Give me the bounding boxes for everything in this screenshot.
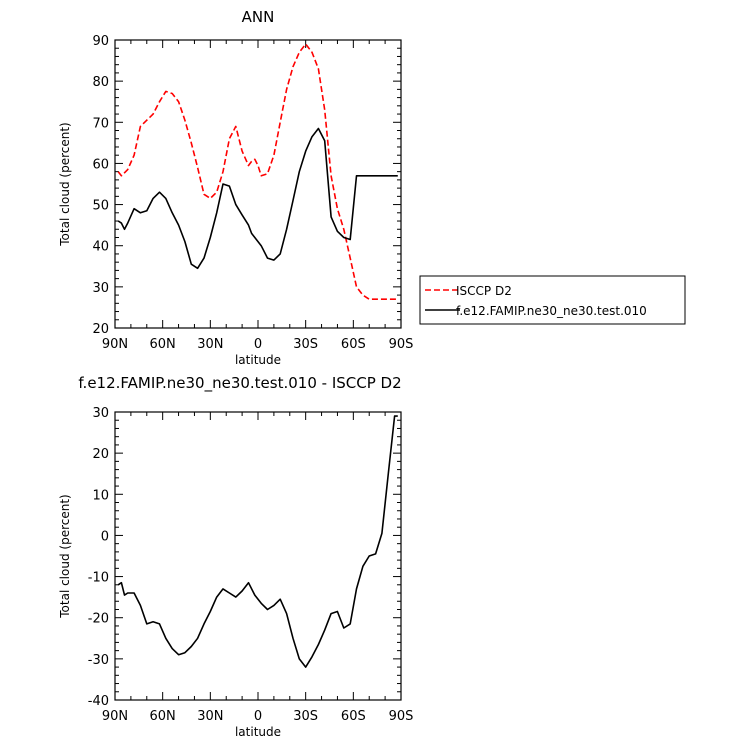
y-tick-label: 30 <box>92 281 109 296</box>
y-tick-label: 70 <box>92 116 109 131</box>
y-tick-label: 90 <box>92 34 109 49</box>
x-tick-label: 90S <box>389 709 414 724</box>
y-tick-label: -10 <box>88 571 109 586</box>
series-line-1 <box>117 415 398 668</box>
plot-frame <box>114 411 402 701</box>
series-line-1 <box>117 43 398 301</box>
y-tick-label: -20 <box>88 612 109 627</box>
plot-frame <box>114 39 402 329</box>
y-axis-label: Total cloud (percent) <box>58 494 72 618</box>
y-tick-label: 50 <box>92 199 109 214</box>
y-tick-label: 40 <box>92 240 109 255</box>
y-tick-label: 30 <box>92 406 109 421</box>
x-tick-label: 30N <box>197 709 223 724</box>
x-tick-label: 60S <box>341 709 366 724</box>
x-tick-label: 90S <box>389 337 414 352</box>
y-tick-label: 80 <box>92 75 109 90</box>
x-tick-label: 0 <box>254 709 262 724</box>
chart-title: f.e12.FAMIP.ne30_ne30.test.010 - ISCCP D… <box>78 374 401 393</box>
y-tick-label: 10 <box>92 488 109 503</box>
chart-title: ANN <box>242 8 275 26</box>
x-tick-label: 60N <box>150 709 176 724</box>
x-tick-label: 90N <box>102 337 128 352</box>
x-axis-label: latitude <box>235 353 281 367</box>
legend-label: f.e12.FAMIP.ne30_ne30.test.010 <box>456 304 647 318</box>
x-tick-label: 90N <box>102 709 128 724</box>
chart-2: f.e12.FAMIP.ne30_ne30.test.010 - ISCCP D… <box>58 374 413 739</box>
y-tick-label: 20 <box>92 447 109 462</box>
x-tick-label: 30N <box>197 337 223 352</box>
x-tick-label: 30S <box>293 337 318 352</box>
y-tick-label: -40 <box>88 694 109 709</box>
y-tick-label: 60 <box>92 157 109 172</box>
legend-box <box>419 275 686 325</box>
y-axis-label: Total cloud (percent) <box>58 122 72 246</box>
x-tick-label: 0 <box>254 337 262 352</box>
legend-label: ISCCP D2 <box>456 284 512 298</box>
y-tick-label: 20 <box>92 322 109 337</box>
series-line-2 <box>117 127 398 270</box>
y-tick-label: -30 <box>88 653 109 668</box>
chart-1: ANN 20 30 40 50 60 70 80 90 90N 60N 30N 0 30S 60S 90S la… <box>58 8 686 367</box>
x-tick-label: 30S <box>293 709 318 724</box>
x-tick-label: 60N <box>150 337 176 352</box>
x-tick-label: 60S <box>341 337 366 352</box>
y-tick-label: 0 <box>101 529 109 544</box>
x-axis-label: latitude <box>235 725 281 739</box>
